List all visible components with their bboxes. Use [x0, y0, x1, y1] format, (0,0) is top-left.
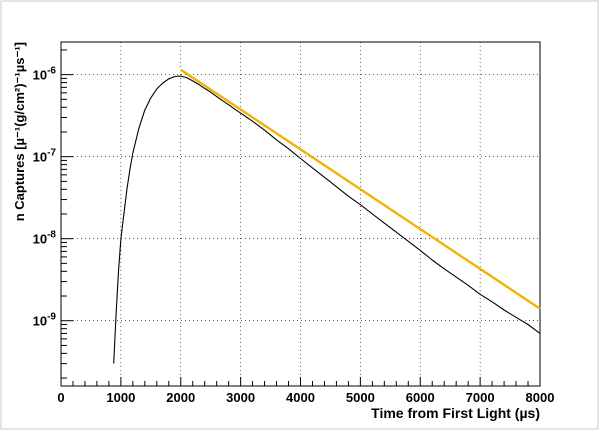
y-tick-label: 10-6 — [33, 66, 57, 83]
y-tick-label: 10-9 — [33, 312, 57, 329]
x-tick-label: 7000 — [466, 390, 495, 405]
y-tick-labels: 10-9 10-8 10-7 10-6 — [33, 66, 57, 329]
series-layer — [113, 68, 541, 364]
ticks — [60, 49, 541, 386]
y-axis-label: n Captures [µ⁻¹(g/cm²)⁻¹µs⁻¹] — [12, 42, 27, 221]
x-tick-label: 6000 — [406, 390, 435, 405]
x-tick-label: 8000 — [526, 390, 555, 405]
x-tick-label: 3000 — [226, 390, 255, 405]
exponential-fit-line — [180, 68, 541, 310]
x-tick-label: 4000 — [286, 390, 315, 405]
x-tick-label: 0 — [57, 390, 64, 405]
x-tick-label: 2000 — [166, 390, 195, 405]
x-tick-label: 5000 — [346, 390, 375, 405]
y-tick-label: 10-8 — [33, 230, 57, 247]
x-tick-label: 1000 — [106, 390, 135, 405]
capture-histogram-line — [113, 75, 541, 364]
y-tick-label: 10-7 — [33, 148, 57, 165]
x-tick-labels: 0 1000 2000 3000 4000 5000 6000 7000 8000 — [57, 390, 554, 405]
x-axis-label: Time from First Light (µs) — [371, 405, 540, 421]
grid — [61, 42, 540, 386]
